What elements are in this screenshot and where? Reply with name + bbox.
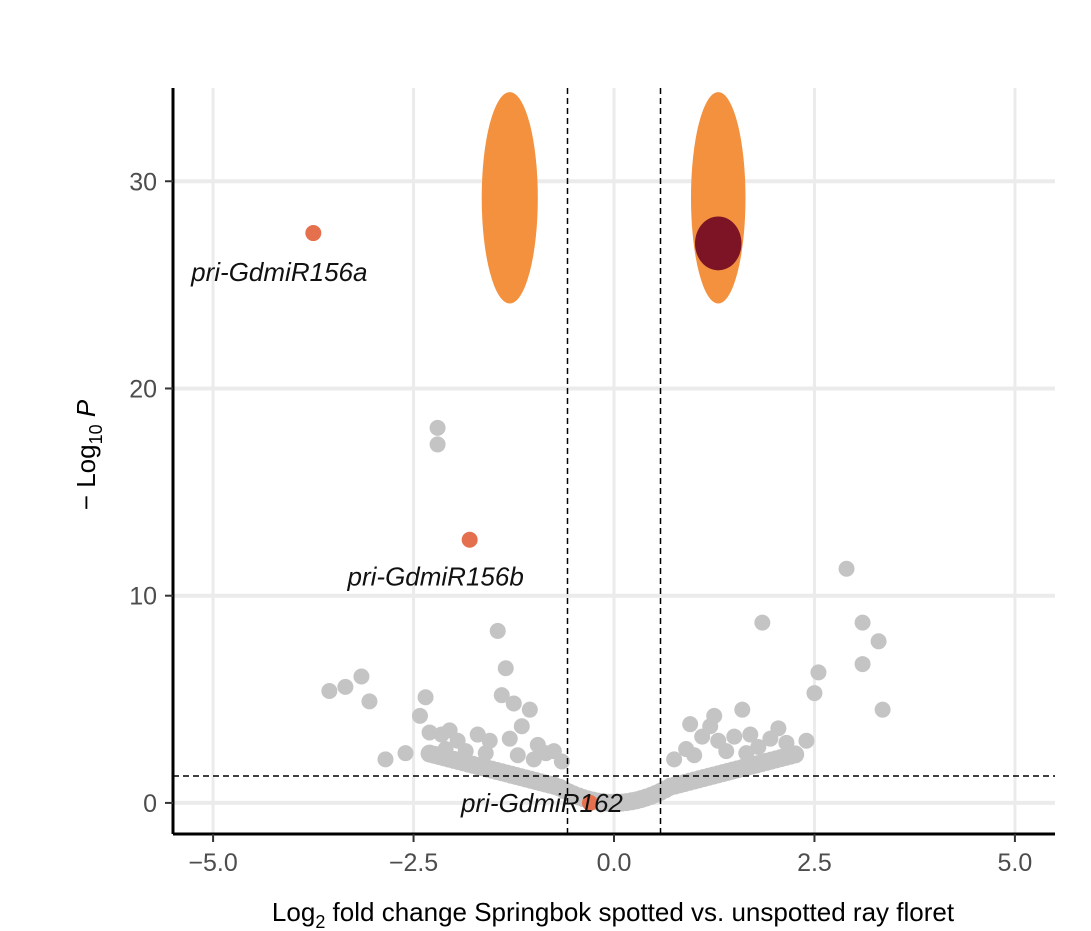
x-tick-label: 2.5 xyxy=(797,849,832,877)
data-point xyxy=(553,753,570,770)
data-point xyxy=(421,724,438,741)
data-point xyxy=(481,732,498,749)
data-point xyxy=(682,716,699,733)
data-point xyxy=(870,633,887,650)
data-point xyxy=(718,743,735,760)
data-point xyxy=(501,730,518,747)
data-point xyxy=(429,436,446,453)
data-point xyxy=(806,685,823,702)
cluster-ellipses xyxy=(481,92,746,304)
data-point xyxy=(417,689,434,706)
data-point xyxy=(810,664,827,681)
data-point xyxy=(734,701,751,718)
y-tick-label: 10 xyxy=(129,583,157,611)
data-point xyxy=(750,738,767,755)
x-tick-label: −5.0 xyxy=(188,849,237,877)
data-point xyxy=(361,693,378,710)
data-point xyxy=(493,687,510,704)
data-point xyxy=(854,614,871,631)
x-tick-label: −2.5 xyxy=(389,849,438,877)
data-point xyxy=(726,728,743,745)
data-point xyxy=(337,678,354,695)
x-axis-title: Log2 fold change Springbok spotted vs. u… xyxy=(272,897,955,931)
cutoff-lines xyxy=(173,88,1055,834)
data-points xyxy=(321,419,891,812)
data-point xyxy=(513,718,530,735)
x-tick-label: 5.0 xyxy=(998,849,1033,877)
tick-labels: −5.0 −2.5 0.0 2.5 5.0 0 10 20 30 xyxy=(129,168,1032,877)
data-point xyxy=(469,726,486,743)
x-tick-label: 0.0 xyxy=(597,849,632,877)
data-point xyxy=(457,743,474,760)
highlight-label: pri-GdmiR156b xyxy=(347,562,524,592)
data-point xyxy=(377,751,394,768)
highlight-point xyxy=(581,794,598,811)
grid-lines xyxy=(173,88,1055,834)
data-point xyxy=(770,720,787,737)
data-point xyxy=(694,728,711,745)
data-point xyxy=(477,745,494,762)
data-point xyxy=(666,751,683,768)
data-point xyxy=(798,732,815,749)
data-point xyxy=(738,745,755,762)
data-point xyxy=(433,726,450,743)
data-point xyxy=(754,614,771,631)
data-point xyxy=(742,726,759,743)
data-point xyxy=(854,656,871,673)
data-point xyxy=(521,701,538,718)
data-point xyxy=(686,747,703,764)
data-point xyxy=(509,747,526,764)
data-point xyxy=(497,660,514,677)
y-tick-label: 20 xyxy=(129,375,157,403)
y-tick-label: 30 xyxy=(129,168,157,196)
background-point xyxy=(786,745,805,764)
data-point xyxy=(525,751,542,768)
data-point xyxy=(874,701,891,718)
highlight-label: pri-GdmiR156a xyxy=(190,257,367,287)
data-point xyxy=(353,668,370,685)
cluster-ellipse xyxy=(694,216,742,271)
data-point xyxy=(429,419,446,436)
highlight-point xyxy=(461,531,478,548)
highlighted-points: pri-GdmiR156a pri-GdmiR156b pri-GdmiR162 xyxy=(190,225,623,818)
y-tick-label: 0 xyxy=(143,790,157,818)
cluster-ellipse xyxy=(690,92,746,304)
data-point xyxy=(778,734,795,751)
axes xyxy=(165,88,1055,842)
data-point xyxy=(537,745,554,762)
data-point xyxy=(411,707,428,724)
y-axis-title: − Log10 P xyxy=(71,399,106,510)
cluster-ellipse xyxy=(481,92,538,304)
data-point xyxy=(397,745,414,762)
highlight-label: pri-GdmiR162 xyxy=(460,788,623,818)
data-point xyxy=(505,695,522,712)
data-point xyxy=(489,622,506,639)
highlight-point xyxy=(305,225,322,242)
data-point xyxy=(437,741,454,758)
data-point xyxy=(838,560,855,577)
data-point xyxy=(321,683,338,700)
